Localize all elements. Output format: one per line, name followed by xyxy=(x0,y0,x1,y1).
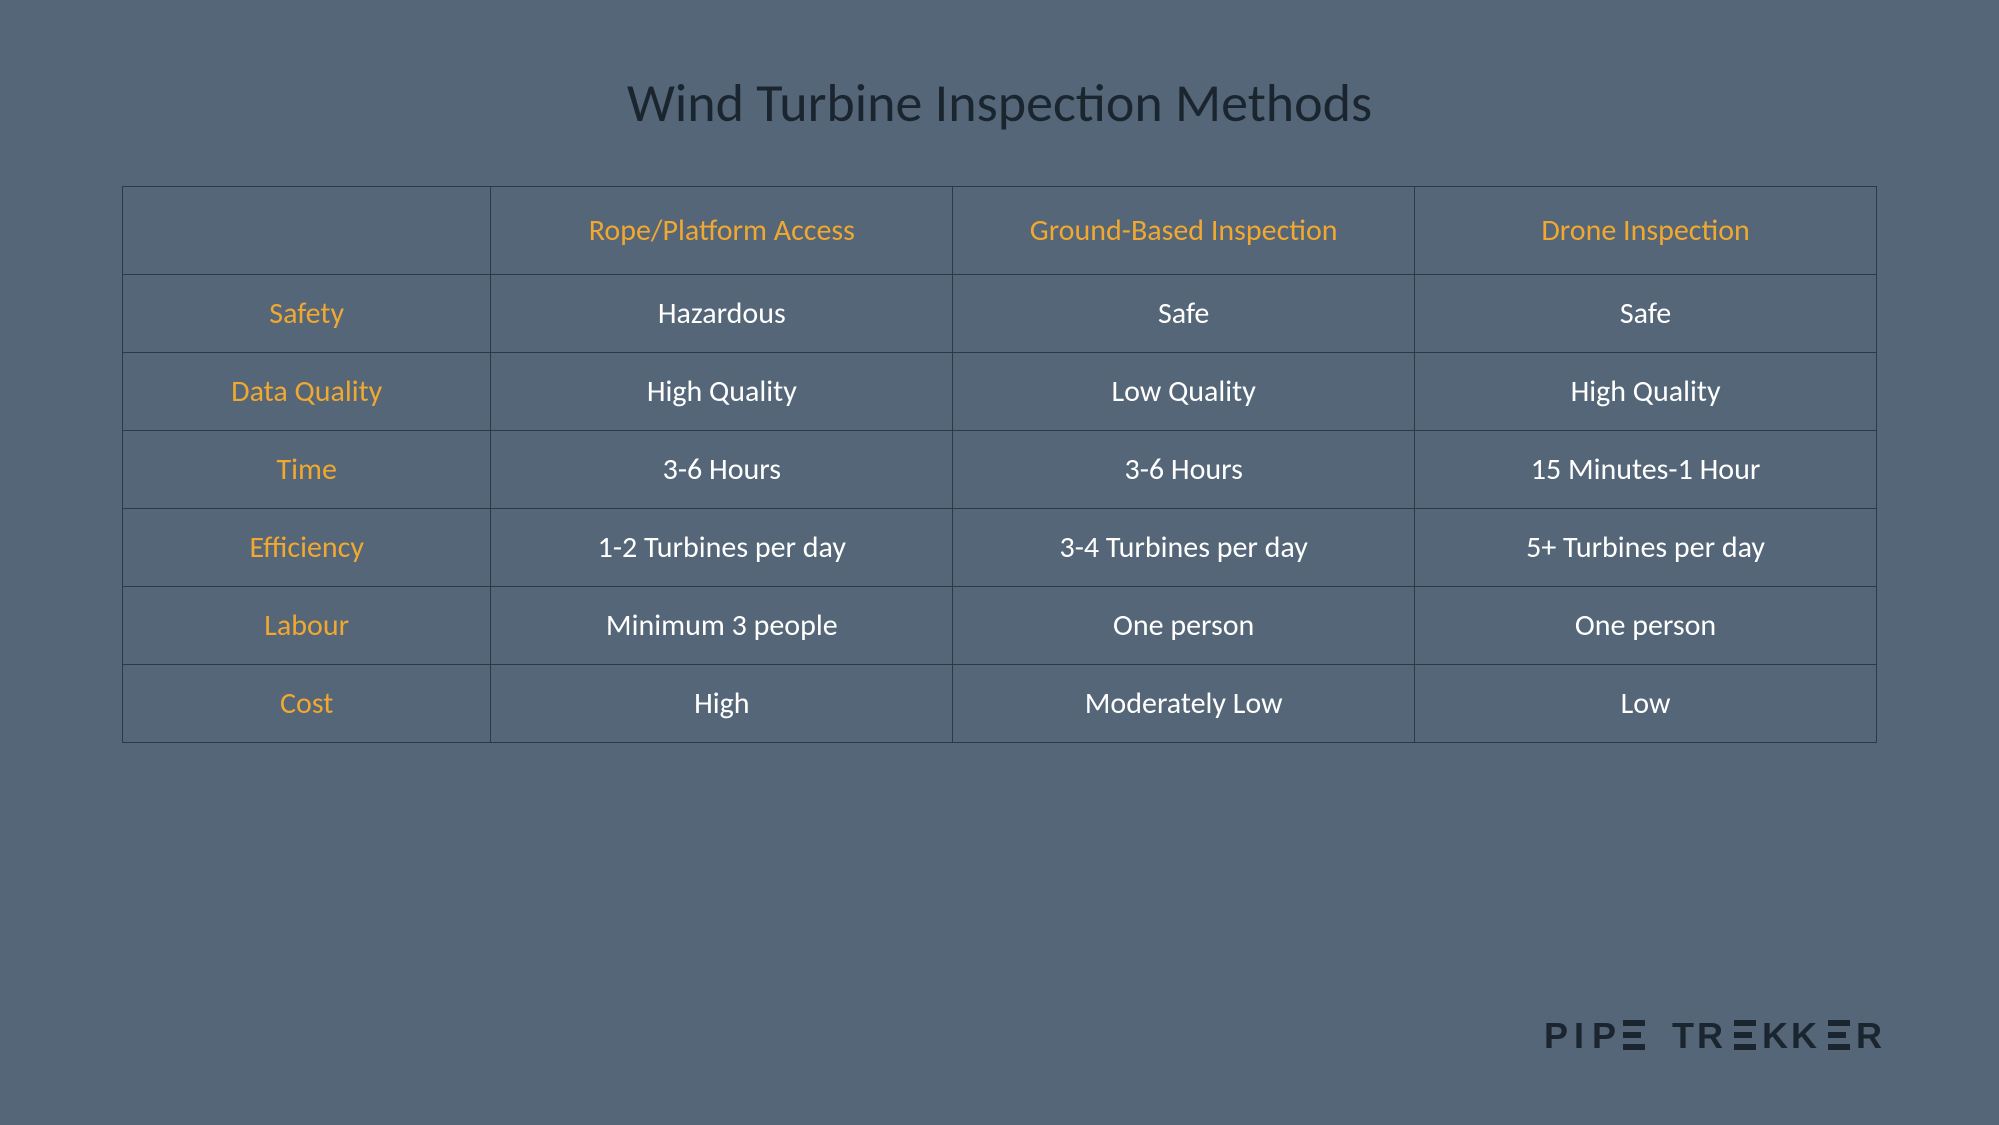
table-corner-cell xyxy=(123,187,491,275)
svg-text:R: R xyxy=(1856,1015,1885,1056)
row-label: Labour xyxy=(123,587,491,665)
table-cell: Hazardous xyxy=(491,275,953,353)
row-label: Data Quality xyxy=(123,353,491,431)
table-row: Data Quality High Quality Low Quality Hi… xyxy=(123,353,1877,431)
table-cell: Low xyxy=(1415,665,1877,743)
table-header-row: Rope/Platform Access Ground-Based Inspec… xyxy=(123,187,1877,275)
table-cell: 3-6 Hours xyxy=(953,431,1415,509)
table-cell: Moderately Low xyxy=(953,665,1415,743)
table-cell: 3-6 Hours xyxy=(491,431,953,509)
table-cell: Low Quality xyxy=(953,353,1415,431)
table-row: Cost High Moderately Low Low xyxy=(123,665,1877,743)
column-header: Drone Inspection xyxy=(1415,187,1877,275)
table-row: Time 3-6 Hours 3-6 Hours 15 Minutes-1 Ho… xyxy=(123,431,1877,509)
svg-text:TR: TR xyxy=(1672,1015,1726,1056)
table-cell: High xyxy=(491,665,953,743)
table-cell: 3-4 Turbines per day xyxy=(953,509,1415,587)
brand-logo: P I P TR KK R xyxy=(1544,1012,1924,1070)
comparison-table-container: Rope/Platform Access Ground-Based Inspec… xyxy=(122,186,1877,743)
table-cell: 5+ Turbines per day xyxy=(1415,509,1877,587)
column-header: Ground-Based Inspection xyxy=(953,187,1415,275)
table-cell: One person xyxy=(1415,587,1877,665)
table-cell: High Quality xyxy=(491,353,953,431)
table-cell: High Quality xyxy=(1415,353,1877,431)
row-label: Efficiency xyxy=(123,509,491,587)
svg-text:P: P xyxy=(1544,1015,1571,1056)
svg-text:I: I xyxy=(1574,1015,1587,1056)
column-header: Rope/Platform Access xyxy=(491,187,953,275)
table-row: Efficiency 1-2 Turbines per day 3-4 Turb… xyxy=(123,509,1877,587)
table-cell: 1-2 Turbines per day xyxy=(491,509,953,587)
table-cell: Minimum 3 people xyxy=(491,587,953,665)
table-cell: Safe xyxy=(1415,275,1877,353)
table-cell: Safe xyxy=(953,275,1415,353)
row-label: Time xyxy=(123,431,491,509)
page-title: Wind Turbine Inspection Methods xyxy=(0,0,1999,186)
table-row: Labour Minimum 3 people One person One p… xyxy=(123,587,1877,665)
svg-text:P: P xyxy=(1592,1015,1619,1056)
table-row: Safety Hazardous Safe Safe xyxy=(123,275,1877,353)
table-cell: 15 Minutes-1 Hour xyxy=(1415,431,1877,509)
svg-text:KK: KK xyxy=(1762,1015,1820,1056)
table-cell: One person xyxy=(953,587,1415,665)
row-label: Cost xyxy=(123,665,491,743)
row-label: Safety xyxy=(123,275,491,353)
logo-icon: P I P TR KK R xyxy=(1544,1012,1924,1060)
comparison-table: Rope/Platform Access Ground-Based Inspec… xyxy=(122,186,1877,743)
